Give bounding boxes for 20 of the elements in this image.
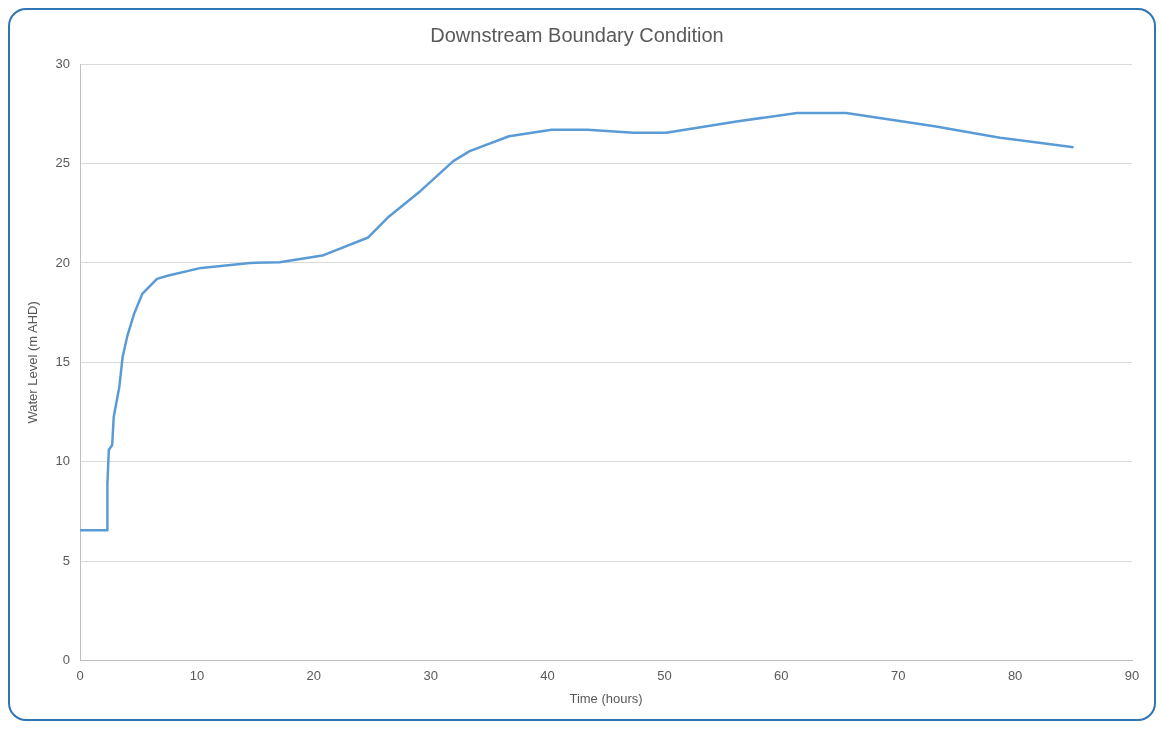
x-tick-label: 60: [774, 668, 789, 684]
x-tick-label: 10: [189, 668, 205, 684]
x-tick-label: 80: [1007, 668, 1023, 684]
x-axis-title: Time (hours): [569, 690, 643, 706]
x-tick-label: 0: [76, 668, 84, 684]
y-tick-label: 0: [62, 652, 71, 668]
x-tick-label: 70: [891, 668, 906, 684]
y-tick-label: 30: [55, 55, 71, 71]
y-tick-label: 5: [62, 552, 71, 568]
y-tick-label: 15: [55, 353, 71, 369]
x-tick-label: 90: [1124, 668, 1140, 684]
y-axis-title: Water Level (m AHD): [25, 301, 41, 424]
x-tick-label: 50: [657, 668, 672, 684]
x-tick-label: 40: [540, 668, 555, 684]
y-tick-label: 20: [55, 254, 71, 270]
y-tick-label: 25: [55, 155, 71, 171]
y-tick-label: 10: [55, 453, 71, 469]
chart-title: Downstream Boundary Condition: [430, 23, 724, 46]
x-tick-label: 20: [306, 668, 322, 684]
x-tick-label: 30: [423, 668, 438, 684]
